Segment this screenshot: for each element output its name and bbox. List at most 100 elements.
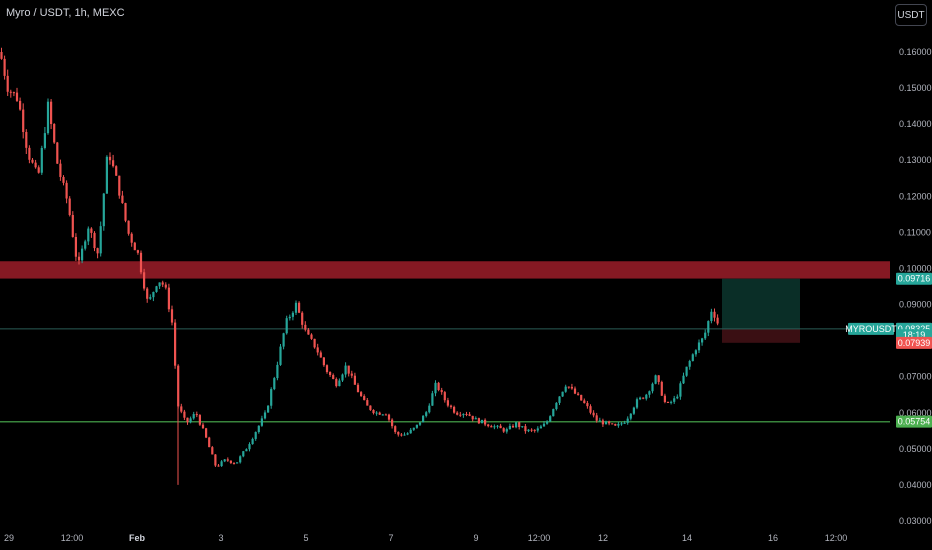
currency-button[interactable]: USDT [895, 4, 927, 26]
candle-body [28, 147, 31, 160]
candle-body [189, 418, 192, 423]
candle-body [471, 415, 474, 420]
y-tick-label: 0.15000 [899, 83, 932, 93]
candle-body [270, 389, 273, 406]
candle-body [186, 417, 189, 423]
candle-body [335, 378, 338, 387]
candle-body [666, 401, 670, 403]
y-tick-label: 0.07000 [899, 372, 932, 382]
candle-body [651, 383, 654, 392]
candle-body [434, 382, 437, 394]
candle-body [332, 375, 335, 379]
candle-body [685, 366, 688, 376]
candle-body [139, 252, 143, 273]
candle-body [223, 459, 226, 462]
candle-body [409, 429, 412, 434]
candle-body [573, 388, 577, 394]
candle-body [567, 386, 570, 388]
candle-body [508, 425, 511, 430]
candle-body [158, 282, 161, 287]
candle-body [99, 226, 102, 254]
candle-body [161, 282, 164, 285]
candle-body [164, 284, 167, 288]
candle-body [363, 396, 366, 401]
candle-body [484, 419, 487, 425]
candle-body [105, 156, 108, 194]
candle-body [220, 461, 223, 467]
x-tick-label: Feb [129, 533, 146, 543]
candle-body [316, 347, 319, 353]
candle-body [338, 380, 341, 387]
candle-body [480, 419, 484, 424]
candle-body [583, 400, 586, 404]
candle-body [0, 52, 3, 59]
candle-body [65, 182, 68, 199]
candle-body [260, 418, 263, 426]
candle-body [629, 413, 632, 419]
candle-body [307, 329, 310, 335]
candle-body [632, 407, 635, 414]
price-label-text: 0.09716 [898, 274, 931, 284]
candle-body [716, 317, 719, 324]
candle-body [598, 420, 601, 422]
candle-body [384, 414, 387, 416]
candle-body [589, 406, 592, 413]
candle-body [546, 421, 549, 424]
candle-body [236, 462, 239, 464]
candle-body [462, 413, 465, 416]
y-tick-label: 0.09000 [899, 300, 932, 310]
candle-body [453, 406, 456, 413]
candle-body [208, 437, 211, 448]
candle-body [127, 220, 130, 234]
candle-body [152, 291, 155, 298]
x-tick-label: 5 [303, 533, 308, 543]
candle-body [87, 228, 90, 242]
candle-body [248, 444, 251, 450]
candle-body [670, 401, 673, 403]
candle-body [614, 423, 617, 426]
price-label-text: 0.08325 [898, 324, 931, 334]
candle-body [558, 396, 561, 403]
candle-body [611, 423, 614, 425]
price-label-text: 0.05754 [898, 417, 931, 427]
candle-body [428, 405, 431, 413]
candle-body [360, 392, 363, 397]
candle-body [102, 193, 105, 227]
candle-body [81, 248, 84, 261]
candle-body [555, 402, 558, 410]
candle-body [443, 392, 446, 401]
candle-body [239, 456, 242, 463]
candle-body [446, 400, 449, 406]
candle-body [465, 413, 468, 415]
candle-body [118, 175, 121, 196]
candle-body [77, 256, 81, 261]
candle-body [713, 311, 716, 318]
candle-body [325, 365, 329, 373]
candle-body [425, 412, 428, 416]
candle-body [84, 241, 87, 249]
candle-body [521, 426, 524, 428]
candle-body [136, 250, 139, 253]
candle-body [313, 338, 316, 348]
candle-body [267, 405, 270, 413]
candle-body [68, 198, 71, 216]
candle-body [381, 414, 384, 416]
candle-body [251, 438, 254, 445]
candle-body [288, 316, 291, 319]
candle-body [22, 109, 25, 133]
candle-body [115, 166, 118, 176]
candle-body [542, 423, 546, 427]
candle-body [654, 375, 657, 384]
candle-body [403, 434, 406, 436]
candle-body [322, 357, 325, 366]
y-tick-label: 0.04000 [899, 480, 932, 490]
candle-body [12, 92, 15, 94]
candle-body [710, 311, 713, 322]
candle-body [642, 397, 645, 399]
candle-body [530, 429, 533, 431]
candle-body [564, 386, 567, 392]
candle-body [254, 432, 257, 439]
y-tick-label: 0.16000 [899, 47, 932, 57]
candle-body [329, 372, 332, 376]
